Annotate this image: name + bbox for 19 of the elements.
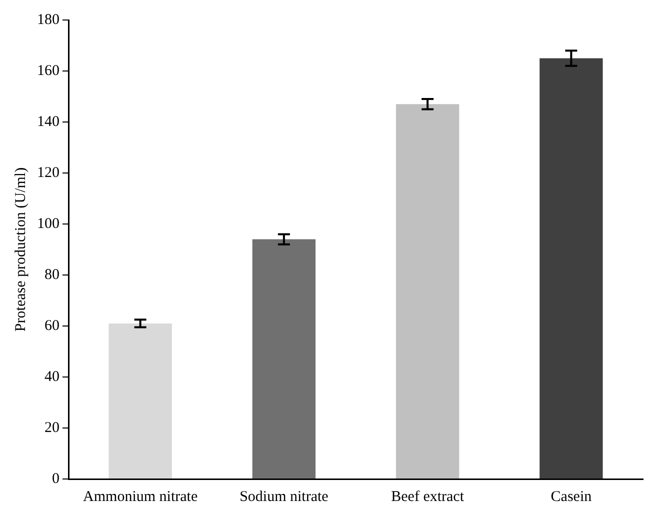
y-tick-label: 160 xyxy=(37,62,60,79)
y-tick-label: 180 xyxy=(37,12,60,28)
bar xyxy=(108,323,172,478)
x-tick-label: Beef extract xyxy=(391,488,465,505)
y-tick-label: 0 xyxy=(52,470,60,487)
y-tick-label: 20 xyxy=(44,420,60,436)
y-tick-label: 40 xyxy=(44,368,60,385)
x-tick-label: Sodium nitrate xyxy=(240,488,329,505)
y-tick-label: 120 xyxy=(37,164,60,181)
bar xyxy=(252,239,316,478)
y-tick-label: 100 xyxy=(37,216,60,232)
x-tick-label: Casein xyxy=(550,488,592,505)
y-tick-label: 140 xyxy=(37,114,60,130)
bar xyxy=(540,58,603,478)
y-tick-label: 80 xyxy=(44,266,60,283)
x-tick-label: Ammonium nitrate xyxy=(83,488,198,505)
y-axis-title: Protease production (U/ml) xyxy=(12,167,29,332)
bar xyxy=(396,104,460,478)
y-tick-label: 60 xyxy=(44,318,60,334)
